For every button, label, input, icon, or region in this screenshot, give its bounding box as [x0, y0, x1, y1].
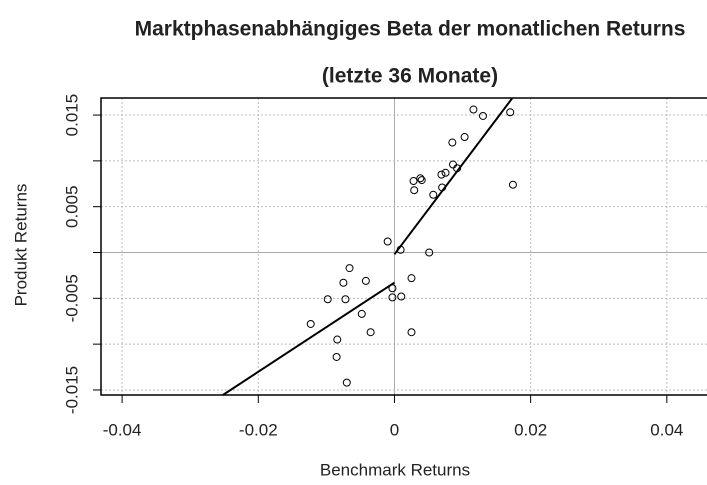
chart-subtitle: (letzte 36 Monate)	[322, 65, 498, 88]
point	[407, 328, 416, 337]
point	[361, 276, 370, 285]
point	[449, 160, 458, 169]
point	[366, 328, 375, 337]
point	[506, 108, 515, 117]
point	[425, 248, 434, 257]
point	[469, 105, 478, 114]
point	[397, 292, 406, 301]
y-axis-label: Produkt Returns	[11, 184, 30, 307]
point	[342, 378, 351, 387]
x-tick-label: 0.04	[650, 420, 683, 439]
point	[388, 293, 397, 302]
plot-frame	[100, 97, 707, 396]
point	[339, 278, 348, 287]
chart-title: Marktphasenabhängiges Beta der monatlich…	[135, 18, 686, 41]
point	[332, 352, 341, 361]
regression-line	[393, 97, 513, 255]
x-tick-label: -0.04	[103, 420, 142, 439]
point	[441, 168, 450, 177]
x-axis-label: Benchmark Returns	[320, 460, 470, 479]
point	[448, 138, 457, 147]
y-tick-label: 0.005	[62, 185, 81, 228]
x-tick-label: 0	[390, 420, 399, 439]
point	[417, 176, 426, 185]
y-tick-label: -0.015	[62, 366, 81, 414]
point	[409, 177, 418, 186]
point	[478, 111, 487, 120]
point	[429, 190, 438, 199]
point	[460, 133, 469, 142]
regression-line	[222, 281, 396, 396]
y-tick-label: -0.005	[62, 274, 81, 322]
y-tick-label: 0.015	[62, 94, 81, 137]
point	[437, 170, 446, 179]
point	[345, 264, 354, 273]
point	[407, 274, 416, 283]
point	[306, 319, 315, 328]
point	[341, 295, 350, 304]
point	[323, 295, 332, 304]
point	[383, 237, 392, 246]
x-tick-label: -0.02	[239, 420, 278, 439]
point	[508, 180, 517, 189]
x-tick-label: 0.02	[514, 420, 547, 439]
point	[333, 335, 342, 344]
point	[416, 174, 425, 183]
point	[357, 309, 366, 318]
point	[410, 186, 419, 195]
